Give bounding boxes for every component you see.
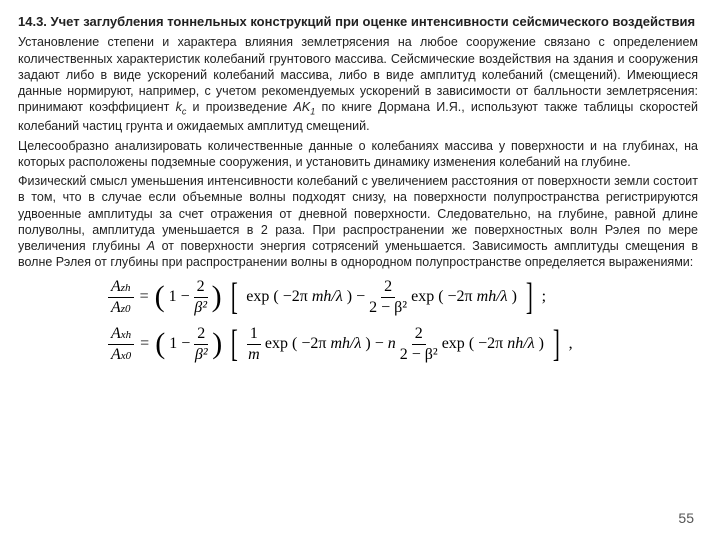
lpar1: (: [155, 280, 165, 314]
den2mb2-1: 2 − β²: [369, 298, 407, 316]
exp1: exp: [246, 288, 269, 306]
num2-1: 2: [381, 279, 395, 298]
den2mb2-2: 2 − β²: [400, 345, 438, 363]
page: 14.3. Учет заглубления тоннельных констр…: [0, 0, 720, 540]
n1: n: [388, 335, 396, 353]
exp2: exp: [411, 288, 434, 306]
symbol-AK: AK: [294, 100, 311, 114]
comma1: ,: [569, 335, 573, 353]
minus2: −: [356, 288, 365, 306]
lpar5: (: [292, 335, 297, 353]
two2: 2: [194, 326, 208, 345]
frac-Axh-Ax0: Axh Ax0: [108, 326, 134, 363]
one1: 1: [169, 288, 177, 306]
minus4: −: [375, 335, 384, 353]
Axh-sub: xh: [121, 329, 131, 341]
exp3: exp: [265, 335, 288, 353]
mhl3: mh/λ: [330, 335, 361, 353]
rpar2: ): [347, 288, 352, 306]
minus3: −: [181, 335, 190, 353]
rpar4: ): [212, 327, 222, 361]
lpar2: (: [273, 288, 278, 306]
rpar5: ): [365, 335, 370, 353]
equation-2: Axh Ax0 = ( 1 − 2 β² ) [ 1 m exp: [108, 326, 698, 363]
minus1: −: [181, 288, 190, 306]
paragraph-3: Физический смысл уменьшения интенсивност…: [18, 173, 698, 271]
p1-text-b: и произведение: [186, 100, 293, 114]
bracket-r-2: ]: [553, 329, 560, 359]
nhl1: nh/λ: [507, 335, 534, 353]
one-over-m-den: m: [248, 345, 260, 363]
Azh-sub: zh: [121, 282, 131, 294]
bracket-r-1: ]: [526, 282, 533, 312]
rpar3: ): [512, 288, 517, 306]
rpar1: ): [212, 280, 222, 314]
section-heading: 14.3. Учет заглубления тоннельных констр…: [18, 14, 698, 30]
bracket-l-1: [: [230, 282, 237, 312]
one-over-m-num: 1: [247, 326, 261, 345]
lpar6: (: [469, 335, 474, 353]
neg2pi3: −2π: [301, 335, 326, 353]
num2-2: 2: [412, 326, 426, 345]
beta2-1: β²: [194, 298, 207, 316]
paragraph-2: Целесообразно анализировать количественн…: [18, 138, 698, 171]
bracket-l-2: [: [231, 329, 238, 359]
lpar3: (: [438, 288, 443, 306]
exp4: exp: [442, 335, 465, 353]
frac-2-2mb2-2: 2 2 − β²: [400, 326, 438, 363]
frac-2-2mb2-1: 2 2 − β²: [369, 279, 407, 316]
neg2pi2: −2π: [448, 288, 473, 306]
frac-2-beta2-2: 2 β²: [194, 326, 208, 363]
section-number: 14.3.: [18, 14, 47, 29]
mhl1: mh/λ: [312, 288, 343, 306]
page-number: 55: [678, 510, 694, 526]
frac-1-m: 1 m: [247, 326, 261, 363]
lpar4: (: [155, 327, 165, 361]
neg2pi4: −2π: [478, 335, 503, 353]
beta2-2: β²: [195, 345, 208, 363]
Azh-A: A: [111, 278, 121, 295]
formula-block: Azh Az0 = ( 1 − 2 β² ) [ exp ( −2π mh/λ: [108, 279, 698, 363]
Ax0-A: A: [111, 346, 121, 363]
Az0-sub: z0: [121, 303, 131, 315]
frac-Azh-Az0: Azh Az0: [108, 279, 134, 316]
frac-2-beta2-1: 2 β²: [194, 279, 208, 316]
section-title: Учет заглубления тоннельных конструкций …: [51, 14, 696, 29]
Ax0-sub: x0: [121, 350, 131, 362]
two1: 2: [194, 279, 208, 298]
equation-1: Azh Az0 = ( 1 − 2 β² ) [ exp ( −2π mh/λ: [108, 279, 698, 316]
eq1: =: [140, 288, 149, 306]
one2: 1: [169, 335, 177, 353]
Az0-A: A: [111, 299, 121, 316]
symbol-A: A: [147, 239, 155, 253]
eq2: =: [140, 335, 149, 353]
semi1: ;: [542, 288, 546, 306]
paragraph-1: Установление степени и характера влияния…: [18, 34, 698, 134]
Axh-A: A: [111, 325, 121, 342]
neg2pi1: −2π: [283, 288, 308, 306]
rpar6: ): [539, 335, 544, 353]
mhl2: mh/λ: [477, 288, 508, 306]
